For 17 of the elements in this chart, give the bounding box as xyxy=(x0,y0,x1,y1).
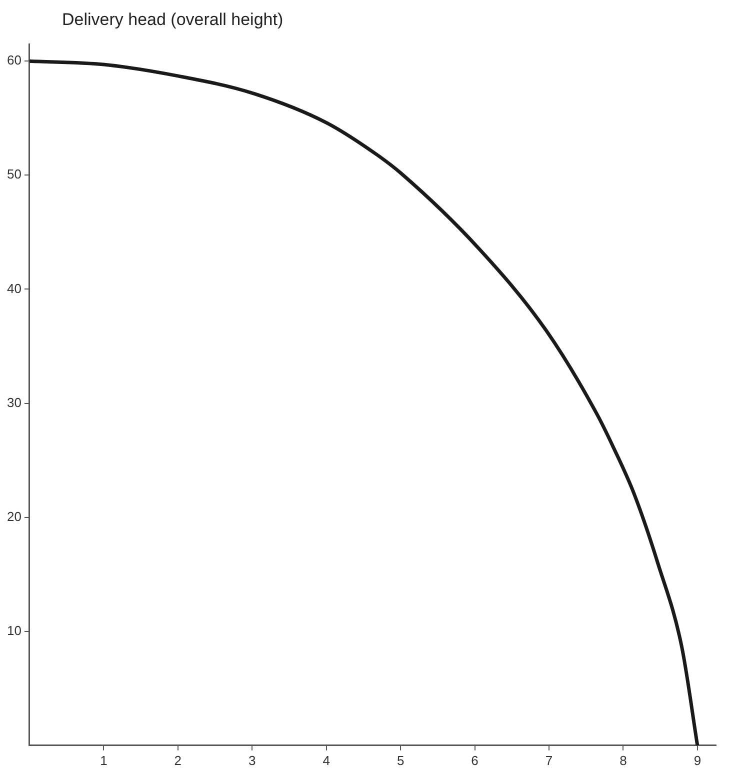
x-tick-label: 3 xyxy=(248,752,256,768)
line-series xyxy=(29,59,700,746)
x-tick-label: 2 xyxy=(174,752,182,768)
x-tick-label: 1 xyxy=(100,752,108,768)
y-tick-label: 40 xyxy=(6,280,22,296)
y-tick-label: 20 xyxy=(6,508,22,524)
x-tick-label: 5 xyxy=(396,752,404,768)
x-tick-label: 6 xyxy=(471,752,478,768)
chart-title: Delivery head (overall height) xyxy=(62,10,284,30)
x-tick-label: 9 xyxy=(694,752,702,768)
y-tick-label: 60 xyxy=(6,52,22,68)
x-tick-label: 8 xyxy=(620,752,627,768)
x-tick-label: 7 xyxy=(545,752,553,768)
y-tick-label: 30 xyxy=(6,394,22,410)
x-tick-label: 4 xyxy=(322,752,330,768)
y-tick-label: 10 xyxy=(6,622,22,638)
y-tick-label: 50 xyxy=(6,166,22,182)
